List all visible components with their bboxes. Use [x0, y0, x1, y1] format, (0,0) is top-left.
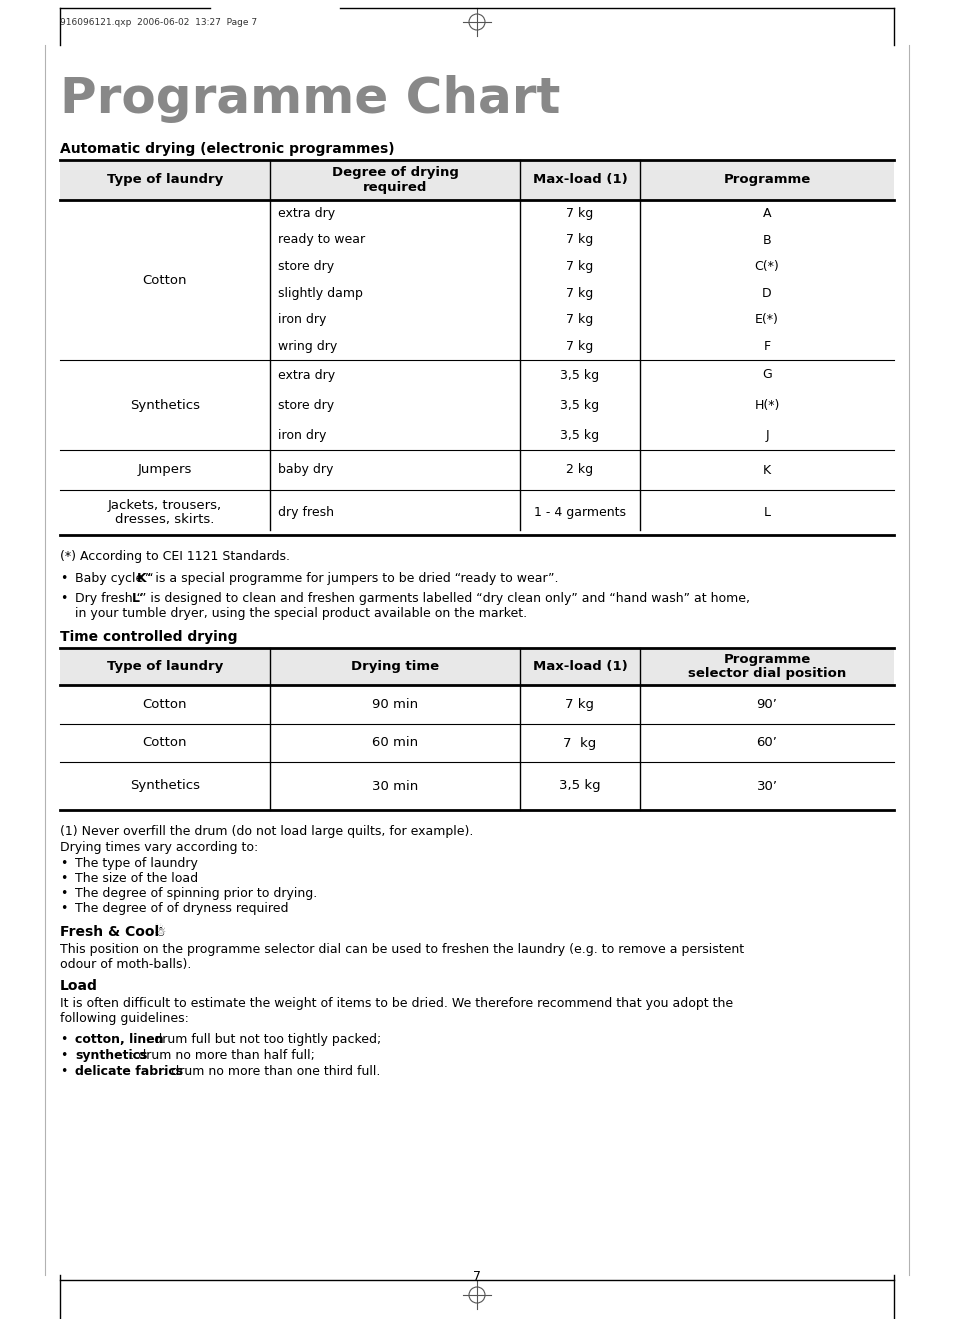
Text: Cotton: Cotton [143, 736, 187, 749]
Text: •: • [60, 886, 68, 900]
Text: 30 min: 30 min [372, 780, 417, 793]
Text: L: L [762, 506, 770, 518]
Text: F: F [762, 340, 770, 353]
Text: •: • [60, 572, 68, 586]
Text: •: • [60, 902, 68, 915]
Text: slightly damp: slightly damp [277, 286, 362, 299]
Text: C(*): C(*) [754, 260, 779, 273]
Text: Dry fresh “: Dry fresh “ [75, 592, 143, 605]
Text: Time controlled drying: Time controlled drying [60, 630, 237, 644]
Text: This position on the programme selector dial can be used to freshen the laundry : This position on the programme selector … [60, 943, 743, 971]
Text: Cotton: Cotton [143, 698, 187, 711]
Text: G: G [761, 368, 771, 381]
Text: 916096121.qxp  2006-06-02  13:27  Page 7: 916096121.qxp 2006-06-02 13:27 Page 7 [60, 18, 257, 26]
Text: 3,5 kg: 3,5 kg [558, 780, 600, 793]
Text: store dry: store dry [277, 398, 334, 412]
Text: B: B [761, 233, 771, 247]
Text: ” is designed to clean and freshen garments labelled “dry clean only” and “hand : ” is designed to clean and freshen garme… [140, 592, 749, 605]
Text: K: K [137, 572, 147, 586]
Text: baby dry: baby dry [277, 463, 333, 476]
Text: The degree of of dryness required: The degree of of dryness required [75, 902, 288, 915]
Text: 90 min: 90 min [372, 698, 417, 711]
Bar [60, 160, 893, 200]
Text: delicate fabrics: delicate fabrics [75, 1064, 183, 1078]
Text: Synthetics: Synthetics [130, 780, 200, 793]
Text: Programme: Programme [722, 174, 810, 186]
Text: 7 kg: 7 kg [566, 207, 593, 220]
Text: (1) Never overfill the drum (do not load large quilts, for example).: (1) Never overfill the drum (do not load… [60, 824, 473, 838]
Text: D: D [761, 286, 771, 299]
Text: ready to wear: ready to wear [277, 233, 365, 247]
Text: J: J [764, 429, 768, 442]
Text: : drum no more than half full;: : drum no more than half full; [130, 1049, 314, 1062]
Text: 7: 7 [473, 1270, 480, 1283]
Text: E(*): E(*) [754, 314, 778, 327]
Text: •: • [60, 1064, 68, 1078]
Text: The type of laundry: The type of laundry [75, 857, 197, 871]
Text: Degree of drying
required: Degree of drying required [332, 166, 458, 194]
Text: Programme Chart: Programme Chart [60, 75, 559, 123]
Text: 30’: 30’ [756, 780, 777, 793]
Text: Max-load (1): Max-load (1) [532, 660, 627, 673]
Text: 3,5 kg: 3,5 kg [559, 368, 598, 381]
Text: K: K [762, 463, 770, 476]
Text: The degree of spinning prior to drying.: The degree of spinning prior to drying. [75, 886, 317, 900]
Text: 7  kg: 7 kg [563, 736, 596, 749]
Text: cotton, linen: cotton, linen [75, 1033, 164, 1046]
Text: 90’: 90’ [756, 698, 777, 711]
Text: 60 min: 60 min [372, 736, 417, 749]
Text: 7 kg: 7 kg [566, 260, 593, 273]
Text: 3,5 kg: 3,5 kg [559, 429, 598, 442]
Text: extra dry: extra dry [277, 368, 335, 381]
Text: : drum full but not too tightly packed;: : drum full but not too tightly packed; [147, 1033, 381, 1046]
Text: 2 kg: 2 kg [566, 463, 593, 476]
Text: extra dry: extra dry [277, 207, 335, 220]
Text: •: • [60, 1033, 68, 1046]
Text: (*) According to CEI 1121 Standards.: (*) According to CEI 1121 Standards. [60, 550, 290, 563]
Text: 7 kg: 7 kg [566, 233, 593, 247]
Text: synthetics: synthetics [75, 1049, 147, 1062]
Text: •: • [60, 857, 68, 871]
Text: 3,5 kg: 3,5 kg [559, 398, 598, 412]
Text: store dry: store dry [277, 260, 334, 273]
Bar [60, 648, 893, 685]
Text: 7 kg: 7 kg [566, 340, 593, 353]
Text: Type of laundry: Type of laundry [107, 660, 223, 673]
Text: A: A [762, 207, 770, 220]
Text: wring dry: wring dry [277, 340, 337, 353]
Text: iron dry: iron dry [277, 314, 326, 327]
Text: iron dry: iron dry [277, 429, 326, 442]
Text: The size of the load: The size of the load [75, 872, 198, 885]
Text: ☃: ☃ [153, 925, 167, 939]
Text: It is often difficult to estimate the weight of items to be dried. We therefore : It is often difficult to estimate the we… [60, 997, 732, 1025]
Text: Drying times vary according to:: Drying times vary according to: [60, 842, 258, 853]
Text: Synthetics: Synthetics [130, 398, 200, 412]
Text: •: • [60, 872, 68, 885]
Text: Jumpers: Jumpers [137, 463, 192, 476]
Text: 1 - 4 garments: 1 - 4 garments [534, 506, 625, 518]
Text: Programme
selector dial position: Programme selector dial position [687, 653, 845, 681]
Text: Type of laundry: Type of laundry [107, 174, 223, 186]
Text: Automatic drying (electronic programmes): Automatic drying (electronic programmes) [60, 142, 395, 156]
Text: 7 kg: 7 kg [566, 314, 593, 327]
Text: Load: Load [60, 979, 98, 993]
Text: in your tumble dryer, using the special product available on the market.: in your tumble dryer, using the special … [75, 607, 527, 620]
Text: 7 kg: 7 kg [566, 286, 593, 299]
Text: Fresh & Cool: Fresh & Cool [60, 925, 159, 939]
Text: 60’: 60’ [756, 736, 777, 749]
Text: dry fresh: dry fresh [277, 506, 334, 518]
Text: Cotton: Cotton [143, 273, 187, 286]
Text: •: • [60, 592, 68, 605]
Text: •: • [60, 1049, 68, 1062]
Text: ” is a special programme for jumpers to be dried “ready to wear”.: ” is a special programme for jumpers to … [145, 572, 558, 586]
Text: Drying time: Drying time [351, 660, 438, 673]
Text: 7 kg: 7 kg [565, 698, 594, 711]
Text: L: L [132, 592, 140, 605]
Text: Baby cycle “: Baby cycle “ [75, 572, 153, 586]
Text: Max-load (1): Max-load (1) [532, 174, 627, 186]
Text: : drum no more than one third full.: : drum no more than one third full. [163, 1064, 380, 1078]
Text: Jackets, trousers,
dresses, skirts.: Jackets, trousers, dresses, skirts. [108, 499, 222, 526]
Text: H(*): H(*) [754, 398, 779, 412]
